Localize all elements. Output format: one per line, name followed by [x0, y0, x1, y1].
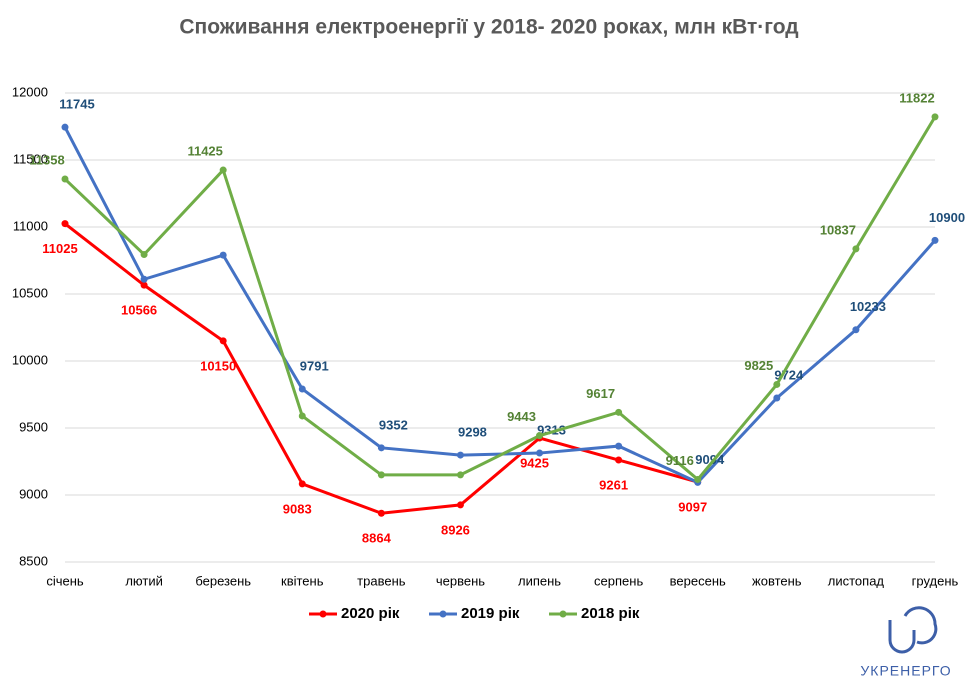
data-point: [456, 471, 464, 479]
x-tick-label: жовтень: [752, 573, 802, 588]
legend-item: 2018 рік: [549, 605, 640, 622]
data-label: 9791: [300, 358, 329, 373]
data-point: [615, 408, 623, 416]
data-point: [140, 275, 148, 283]
data-point: [852, 326, 860, 334]
data-label: 11822: [899, 90, 934, 105]
data-point: [140, 250, 148, 258]
y-tick-label: 9500: [19, 419, 48, 434]
data-point: [298, 480, 306, 488]
data-point: [931, 113, 939, 121]
data-point: [931, 236, 939, 244]
x-tick-label: березень: [195, 573, 251, 588]
data-point: [377, 509, 385, 517]
legend-label: 2019 рік: [461, 605, 520, 622]
data-point: [377, 444, 385, 452]
data-label: 10900: [929, 210, 965, 225]
data-label: 10566: [121, 303, 157, 318]
data-label: 9097: [678, 499, 707, 514]
series-line: [63, 116, 937, 482]
y-tick-label: 12000: [12, 84, 48, 99]
data-point: [615, 456, 623, 464]
legend-marker: [559, 610, 567, 618]
data-point: [219, 166, 227, 174]
legend-label: 2018 рік: [581, 605, 640, 622]
legend-marker: [319, 610, 327, 618]
legend-item: 2020 рік: [309, 605, 400, 622]
data-label: 10837: [820, 222, 856, 237]
y-tick-label: 11000: [13, 218, 48, 233]
data-label: 9443: [507, 409, 536, 424]
data-label: 10233: [850, 299, 886, 314]
data-point: [377, 471, 385, 479]
data-point: [536, 432, 544, 440]
data-label: 9352: [379, 417, 408, 432]
x-tick-label: серпень: [594, 573, 643, 588]
data-label: 9116: [666, 453, 694, 468]
legend-marker: [439, 610, 447, 618]
data-label: 11025: [42, 241, 77, 256]
y-tick-label: 9000: [19, 486, 48, 501]
x-tick-label: червень: [436, 573, 485, 588]
data-point: [61, 175, 69, 183]
data-label: 11425: [187, 143, 222, 158]
data-label: 8864: [362, 531, 392, 546]
x-tick-label: травень: [357, 573, 406, 588]
data-label: 8926: [441, 522, 470, 537]
x-tick-label: вересень: [670, 573, 726, 588]
legend-label: 2020 рік: [341, 605, 400, 622]
y-tick-label: 10500: [12, 285, 48, 300]
data-point: [298, 385, 306, 393]
data-point: [140, 281, 148, 289]
data-point: [298, 412, 306, 420]
data-label: 9261: [599, 477, 628, 492]
data-point: [456, 501, 464, 509]
data-point: [61, 123, 69, 131]
data-label: 10150: [200, 358, 236, 373]
x-tick-label: січень: [46, 573, 84, 588]
data-label: 9298: [458, 425, 487, 440]
chart-title: Споживання електроенергії у 2018- 2020 р…: [179, 16, 798, 39]
x-tick-label: листопад: [828, 573, 885, 588]
x-tick-label: квітень: [281, 573, 324, 588]
data-label: 9617: [586, 386, 615, 401]
data-point: [694, 475, 702, 483]
data-label: 9083: [283, 501, 312, 516]
data-point: [773, 380, 781, 388]
data-point: [219, 337, 227, 345]
logo-text: УКРЕНЕРГО: [860, 663, 951, 679]
y-tick-label: 11500: [13, 151, 48, 166]
data-point: [219, 251, 227, 259]
data-label: 9825: [744, 358, 773, 373]
data-label: 9425: [520, 455, 549, 470]
data-point: [536, 449, 544, 457]
x-tick-label: липень: [518, 573, 561, 588]
data-point: [61, 220, 69, 228]
data-label: 11745: [59, 97, 94, 112]
x-tick-label: лютий: [125, 573, 163, 588]
data-label: 11358: [29, 152, 64, 167]
data-point: [615, 442, 623, 450]
y-tick-label: 10000: [12, 352, 48, 367]
x-tick-label: грудень: [912, 573, 959, 588]
y-tick-label: 8500: [19, 553, 48, 568]
logo: УКРЕНЕРГО: [860, 606, 951, 679]
logo-icon: [888, 606, 938, 654]
legend-item: 2019 рік: [429, 605, 520, 622]
data-point: [852, 245, 860, 253]
data-point: [773, 394, 781, 402]
data-point: [456, 451, 464, 459]
